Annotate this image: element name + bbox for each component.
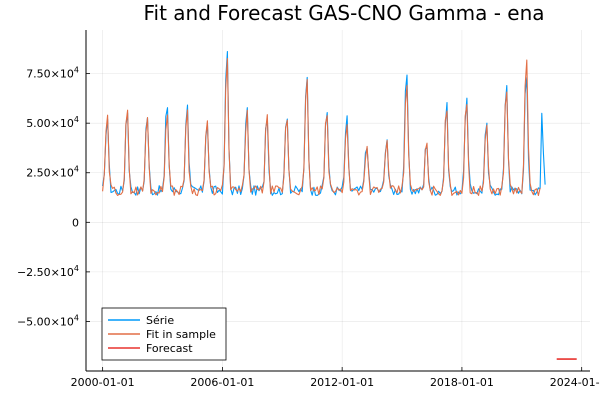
y-tick-label: −5.00×104 <box>17 313 79 328</box>
x-tick-label: 2018-01-01 <box>430 376 494 389</box>
x-tick-label: 2006-01-01 <box>190 376 254 389</box>
series-line-fit-in-sample <box>102 57 541 197</box>
legend-label: Forecast <box>146 342 193 355</box>
axes: 2000-01-01 2006-01-01 2012-01-01 2018-01-01… <box>17 30 600 389</box>
x-tick-label: 2024-01-01 <box>550 376 600 389</box>
x-tick-label: 2000-01-01 <box>71 376 135 389</box>
series-lines <box>102 50 577 360</box>
y-tick-label: −2.50×104 <box>17 264 79 279</box>
legend-label: Série <box>146 314 174 327</box>
y-tick-label: 5.00×104 <box>26 115 79 130</box>
legend-label: Fit in sample <box>146 328 216 341</box>
y-tick-label: 2.50×104 <box>26 165 79 180</box>
y-tick-label: 0 <box>72 216 79 229</box>
chart-title: Fit and Forecast GAS-CNO Gamma - ena <box>143 1 544 25</box>
y-tick-label: 7.50×104 <box>26 66 79 81</box>
x-tick-label: 2012-01-01 <box>310 376 374 389</box>
